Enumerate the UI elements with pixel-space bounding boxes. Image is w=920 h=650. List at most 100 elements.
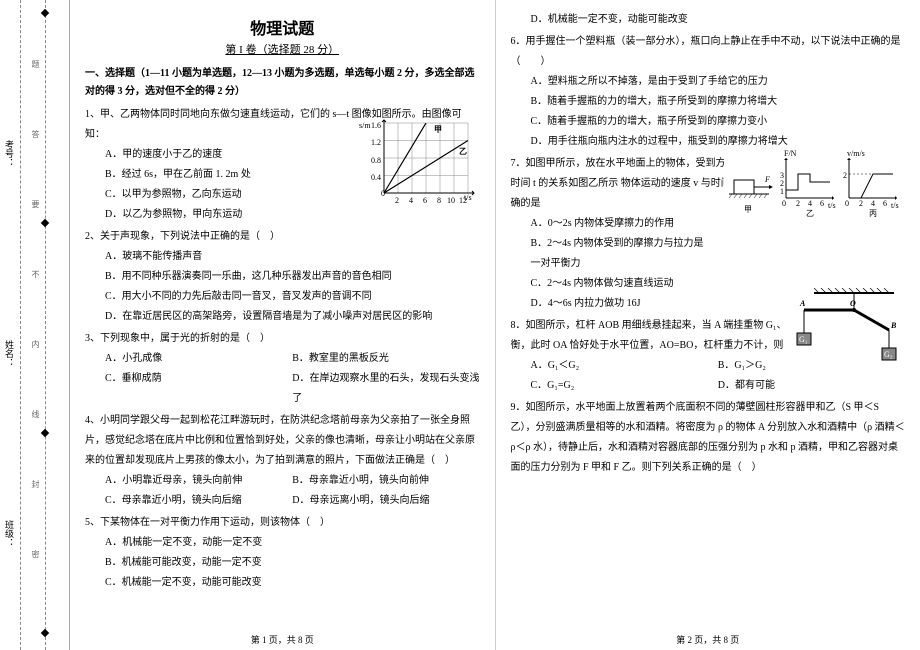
svg-text:6: 6 [820, 199, 824, 208]
svg-text:t/s: t/s [891, 201, 899, 210]
svg-text:6: 6 [423, 196, 427, 205]
exam-title: 物理试题 [85, 15, 480, 39]
q3-opt-b: B．教室里的黑板反光 [292, 349, 479, 369]
figure-q7: F 甲 F/N t/s 1 2 3 [724, 150, 904, 220]
class-label: 班级： [3, 520, 16, 547]
svg-text:1: 1 [780, 187, 784, 196]
seal-char: 封 [30, 480, 41, 488]
svg-text:2: 2 [395, 196, 399, 205]
seal-char: 答 [30, 130, 41, 138]
question-6: 6．用手握住一个塑料瓶（装一部分水），瓶口向上静止在手中不动，以下说法中正确的是… [511, 32, 906, 152]
svg-text:0: 0 [845, 199, 849, 208]
figure-lever: A O B G₁ G₂ [784, 288, 904, 368]
q2-opt-d: D．在靠近居民区的高架路旁，设置隔音墙是为了减小噪声对居民区的影响 [85, 307, 480, 327]
q5-opt-b: B．机械能可能改变，动能一定不变 [85, 553, 480, 573]
q2-opt-b: B．用不同种乐器演奏同一乐曲，这几种乐器发出声音的音色相同 [85, 267, 480, 287]
svg-text:O: O [850, 299, 856, 308]
q4-opt-c: C．母亲靠近小明，镜头向后缩 [105, 491, 292, 511]
left-column: 物理试题 第 I 卷（选择题 28 分） 一、选择题（1—11 小题为单选题，1… [70, 0, 496, 650]
q4-opt-d: D．母亲远离小明，镜头向后缩 [292, 491, 479, 511]
question-5: 5、下某物体在一对平衡力作用下运动，则该物体（ ） A．机械能一定不变，动能一定… [85, 513, 480, 593]
st-graph-svg: s/m t/s 0.4 0.8 1.2 1.6 0 2 4 6 8 10 12 … [359, 118, 479, 213]
q9-stem: 9．如图所示，水平地面上放置着两个底面积不同的薄壁圆柱形容器甲和乙（S 甲＜S … [511, 398, 906, 478]
seal-char: 线 [30, 410, 41, 418]
exam-number-label: 考号： [3, 140, 16, 167]
svg-text:s/m: s/m [359, 121, 371, 130]
q5-opt-d: D．机械能一定不变，动能可能改变 [511, 10, 906, 30]
seal-char: 不 [30, 270, 41, 278]
binding-margin: 考号： 姓名： 班级： 题 答 要 不 内 线 封 密 [0, 0, 70, 650]
svg-text:v/m/s: v/m/s [847, 150, 865, 158]
q6-stem: 6．用手握住一个塑料瓶（装一部分水），瓶口向上静止在手中不动，以下说法中正确的是… [511, 32, 906, 72]
svg-text:1.2: 1.2 [371, 138, 381, 147]
q2-opt-c: C．用大小不同的力先后敲击同一音叉，音叉发声的音调不同 [85, 287, 480, 307]
lever-svg: A O B G₁ G₂ [784, 288, 904, 368]
svg-text:2: 2 [796, 199, 800, 208]
question-2: 2、关于声现象，下列说法中正确的是（ ） A．玻璃不能传播声音 B．用不同种乐器… [85, 227, 480, 327]
svg-text:t/s: t/s [828, 201, 836, 210]
q4-opt-a: A．小明靠近母亲，镜头向前伸 [105, 471, 292, 491]
svg-text:8: 8 [437, 196, 441, 205]
exam-subtitle: 第 I 卷（选择题 28 分） [85, 41, 480, 57]
svg-text:A: A [799, 299, 806, 308]
svg-text:乙: 乙 [459, 147, 467, 156]
svg-text:G₁: G₁ [799, 335, 808, 344]
q4-opt-b: B．母亲靠近小明，镜头向前伸 [292, 471, 479, 491]
svg-text:F: F [764, 175, 770, 184]
exam-page: 考号： 姓名： 班级： 题 答 要 不 内 线 封 密 物理试题 第 I 卷（选… [0, 0, 920, 650]
q8-opt-c: C．G₁=G₂ [531, 376, 718, 396]
svg-text:2: 2 [859, 199, 863, 208]
q2-stem: 2、关于声现象，下列说法中正确的是（ ） [85, 227, 480, 247]
q8-opt-d: D．都有可能 [718, 376, 905, 396]
q3-opt-c: C．垂柳成荫 [105, 369, 292, 409]
diamond-marker [41, 629, 49, 637]
diamond-marker [41, 429, 49, 437]
svg-text:4: 4 [808, 199, 812, 208]
seal-char: 内 [30, 340, 41, 348]
seal-char: 要 [30, 200, 41, 208]
seal-line-inner [45, 0, 46, 650]
q2-opt-a: A．玻璃不能传播声音 [85, 247, 480, 267]
seal-char: 题 [30, 60, 41, 68]
svg-text:0: 0 [782, 199, 786, 208]
svg-text:甲: 甲 [434, 125, 442, 134]
svg-text:甲: 甲 [744, 205, 752, 214]
q5-stem: 5、下某物体在一对平衡力作用下运动，则该物体（ ） [85, 513, 480, 533]
svg-text:丙: 丙 [869, 209, 877, 218]
q6-opt-a: A．塑料瓶之所以不掉落，是由于受到了手给它的压力 [511, 72, 906, 92]
q6-opt-b: B．随着手握瓶的力的增大，瓶子所受到的摩擦力将增大 [511, 92, 906, 112]
svg-text:2: 2 [780, 179, 784, 188]
q5-opt-a: A．机械能一定不变，动能一定不变 [85, 533, 480, 553]
right-column: D．机械能一定不变，动能可能改变 6．用手握住一个塑料瓶（装一部分水），瓶口向上… [496, 0, 920, 650]
page-footer-left: 第 1 页，共 8 页 [70, 633, 495, 646]
question-4: 4、小明同学跟父母一起到松花江畔游玩时，在防洪纪念塔前母亲为父亲拍了一张全身照片… [85, 411, 480, 511]
q8-opt-a: A．G₁＜G₂ [531, 356, 718, 376]
svg-text:B: B [890, 321, 897, 330]
name-label: 姓名： [3, 340, 16, 367]
question-9: 9．如图所示，水平地面上放置着两个底面积不同的薄壁圆柱形容器甲和乙（S 甲＜S … [511, 398, 906, 478]
svg-text:10: 10 [447, 196, 455, 205]
q6-opt-c: C．随着手握瓶的力的增大，瓶子所受到的摩擦力变小 [511, 112, 906, 132]
q6-opt-d: D．用手往瓶向瓶内注水的过程中，瓶受到的摩擦力将增大 [511, 132, 906, 152]
figure-st-graph: s/m t/s 0.4 0.8 1.2 1.6 0 2 4 6 8 10 12 … [359, 118, 479, 213]
svg-text:乙: 乙 [806, 209, 814, 218]
q7-opt-b: B．2～4s 内物体受到的摩擦力与拉力是一对平衡力 [511, 234, 711, 274]
svg-text:0.8: 0.8 [371, 156, 381, 165]
svg-text:2: 2 [843, 171, 847, 180]
svg-text:0: 0 [381, 189, 385, 198]
svg-text:12: 12 [459, 196, 467, 205]
q7-svg: F 甲 F/N t/s 1 2 3 [724, 150, 904, 220]
section-1-head: 一、选择题（1—11 小题为单选题，12—13 小题为多选题，单选每小题 2 分… [85, 65, 480, 101]
content-columns: 物理试题 第 I 卷（选择题 28 分） 一、选择题（1—11 小题为单选题，1… [70, 0, 920, 650]
svg-text:3: 3 [780, 171, 784, 180]
svg-text:6: 6 [883, 199, 887, 208]
q5-opt-c: C．机械能一定不变，动能可能改变 [85, 573, 480, 593]
svg-text:G₂: G₂ [884, 350, 893, 359]
svg-text:1.6: 1.6 [371, 121, 381, 130]
q3-opt-a: A．小孔成像 [105, 349, 292, 369]
diamond-marker [41, 219, 49, 227]
page-footer-right: 第 2 页，共 8 页 [496, 633, 920, 646]
seal-line-outer [20, 0, 21, 650]
q3-stem: 3、下列现象中，属于光的折射的是（ ） [85, 329, 480, 349]
diamond-marker [41, 9, 49, 17]
